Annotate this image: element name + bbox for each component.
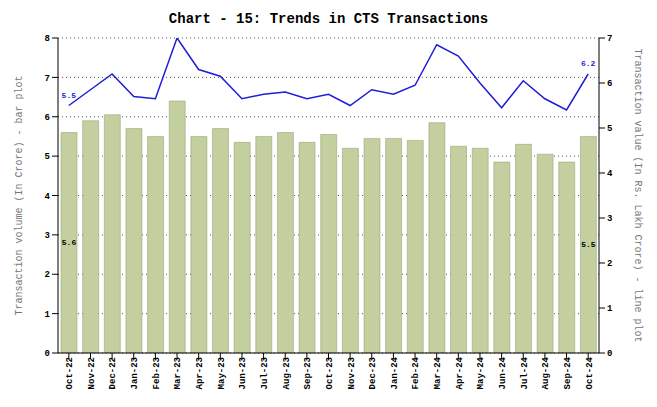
svg-text:5: 5	[607, 124, 612, 134]
svg-text:8: 8	[45, 34, 50, 44]
svg-text:5.5: 5.5	[581, 240, 596, 249]
svg-text:2: 2	[45, 270, 50, 280]
svg-text:0: 0	[45, 349, 50, 359]
svg-text:4: 4	[607, 169, 613, 179]
svg-text:Apr-24: Apr-24	[455, 356, 465, 389]
svg-text:Jun-23: Jun-23	[238, 357, 248, 389]
svg-text:3: 3	[607, 214, 612, 224]
svg-text:Dec-23: Dec-23	[368, 357, 378, 389]
svg-text:Jun-24: Jun-24	[498, 356, 508, 389]
svg-text:Nov-23: Nov-23	[347, 357, 357, 389]
svg-text:May-24: May-24	[476, 356, 486, 389]
svg-text:5.6: 5.6	[62, 238, 77, 247]
svg-text:Oct-22: Oct-22	[65, 357, 75, 389]
svg-text:7: 7	[607, 34, 612, 44]
svg-text:Feb-24: Feb-24	[411, 356, 421, 389]
svg-text:Mar-23: Mar-23	[173, 357, 183, 389]
svg-text:4: 4	[45, 192, 51, 202]
svg-text:6: 6	[607, 79, 612, 89]
svg-text:5: 5	[45, 152, 50, 162]
svg-text:Mar-24: Mar-24	[433, 356, 443, 389]
svg-text:2: 2	[607, 259, 612, 269]
svg-text:Nov-22: Nov-22	[87, 357, 97, 389]
svg-text:Dec-22: Dec-22	[108, 357, 118, 389]
svg-text:May-23: May-23	[217, 357, 227, 389]
svg-text:Jul-24: Jul-24	[520, 356, 530, 389]
svg-text:Feb-23: Feb-23	[152, 357, 162, 389]
svg-text:3: 3	[45, 231, 50, 241]
html-text:Chart - 15: Trends in CTS Tran: Chart - 15: Trends in CTS Transactions	[168, 11, 489, 27]
svg-text:Sep-24: Sep-24	[563, 356, 573, 389]
svg-text:Oct-23: Oct-23	[325, 357, 335, 389]
svg-text:Sep-23: Sep-23	[303, 357, 313, 389]
svg-text:Transaction volume (In Crore): Transaction volume (In Crore) - bar plot	[14, 75, 25, 315]
svg-text:Jul-23: Jul-23	[260, 357, 270, 389]
svg-text:Jan-24: Jan-24	[390, 356, 400, 389]
svg-text:Aug-24: Aug-24	[541, 356, 551, 389]
svg-text:Apr-23: Apr-23	[195, 357, 205, 389]
svg-text:Oct-24: Oct-24	[585, 356, 595, 389]
svg-text:1: 1	[607, 304, 613, 314]
svg-text:6: 6	[45, 113, 50, 123]
svg-text:Jan-23: Jan-23	[130, 357, 140, 389]
svg-text:1: 1	[45, 310, 51, 320]
svg-text:5.5: 5.5	[62, 91, 77, 100]
svg-text:6.2: 6.2	[581, 59, 596, 68]
svg-text:Aug-23: Aug-23	[282, 357, 292, 389]
svg-text:Transaction value (In Rs. Lakh: Transaction value (In Rs. Lakh Crore) - …	[632, 48, 643, 342]
svg-text:7: 7	[45, 74, 50, 84]
svg-text:0: 0	[607, 349, 612, 359]
